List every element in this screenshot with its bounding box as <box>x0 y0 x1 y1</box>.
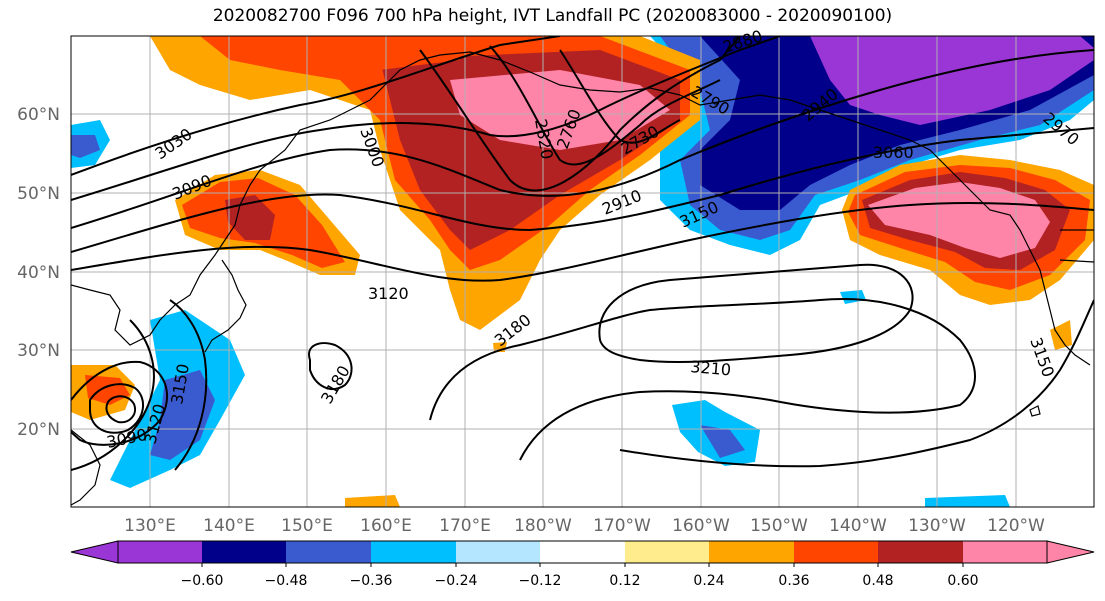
latitude-labels: 60°N 50°N 40°N 30°N 20°N <box>17 105 60 440</box>
colorbar-tick-label: −0.36 <box>350 573 393 589</box>
lat-label: 30°N <box>17 341 60 361</box>
lon-label: 150°E <box>281 516 333 536</box>
colorbar-tick-label: 0.12 <box>609 573 640 589</box>
colorbar-swatch <box>540 541 625 563</box>
colorbar-extend-min <box>70 540 119 564</box>
lat-label: 50°N <box>17 184 60 204</box>
shade-pink-north <box>450 70 670 150</box>
contour-label: 3210 <box>690 357 732 379</box>
colorbar: −0.60 −0.48 −0.36 −0.24 −0.12 0.12 0.24 0.36 0.4… <box>70 540 1095 589</box>
lon-label: 170°W <box>593 516 651 536</box>
lon-label: 160°E <box>360 516 412 536</box>
colorbar-swatch <box>963 541 1047 563</box>
map-frame <box>70 35 1095 508</box>
colorbar-swatches <box>118 541 1047 563</box>
colorbar-extend-max <box>1046 540 1095 564</box>
longitude-labels: 130°E 140°E 150°E 160°E 170°E 180°W 170°… <box>124 516 1045 536</box>
colorbar-tick-label: 0.48 <box>862 573 893 589</box>
ivt-shading <box>71 36 1094 507</box>
contour-label: 3120 <box>368 284 409 303</box>
colorbar-swatch <box>286 541 371 563</box>
coastlines <box>71 51 1094 506</box>
lon-label: 160°W <box>672 516 730 536</box>
colorbar-ticks: −0.60 −0.48 −0.36 −0.24 −0.12 0.12 0.24 0.36 0.4… <box>181 563 979 589</box>
colorbar-tick-label: 0.24 <box>693 573 724 589</box>
shade-pink-east <box>868 182 1050 258</box>
lon-label: 150°W <box>750 516 808 536</box>
colorbar-tick-label: −0.12 <box>519 573 562 589</box>
map-title: 2020082700 F096 700 hPa height, IVT Land… <box>212 6 893 26</box>
lon-label: 140°E <box>203 516 255 536</box>
lon-label: 140°W <box>829 516 887 536</box>
colorbar-swatch <box>456 541 540 563</box>
lon-label: 180°W <box>514 516 572 536</box>
colorbar-swatch <box>625 541 709 563</box>
colorbar-tick-label: −0.24 <box>435 573 478 589</box>
lon-label: 130°E <box>124 516 176 536</box>
colorbar-tick-label: −0.48 <box>265 573 308 589</box>
lat-label: 60°N <box>17 105 60 125</box>
lat-label: 20°N <box>17 420 60 440</box>
lon-label: 120°W <box>987 516 1045 536</box>
colorbar-frame <box>117 540 1048 564</box>
lat-label: 40°N <box>17 263 60 283</box>
colorbar-tick-label: −0.60 <box>181 573 224 589</box>
colorbar-swatch <box>202 541 286 563</box>
grid-lines <box>71 36 1094 507</box>
lon-label: 170°E <box>439 516 491 536</box>
height-contours <box>71 36 1094 471</box>
lon-label: 130°W <box>908 516 966 536</box>
colorbar-tick-label: 0.36 <box>778 573 809 589</box>
colorbar-tick-label: 0.60 <box>947 573 978 589</box>
colorbar-swatch <box>371 541 456 563</box>
colorbar-swatch <box>118 541 202 563</box>
colorbar-swatch <box>878 541 963 563</box>
colorbar-swatch <box>794 541 878 563</box>
contour-label: 3060 <box>873 143 914 162</box>
colorbar-swatch <box>709 541 794 563</box>
